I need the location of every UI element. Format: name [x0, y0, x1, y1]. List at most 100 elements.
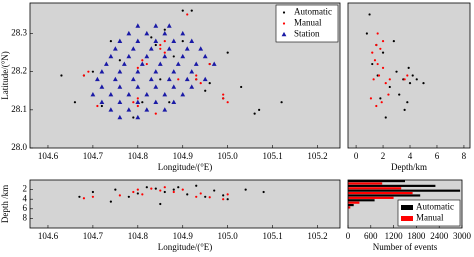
event-dot: [181, 188, 184, 191]
x-tick-label: 8: [462, 151, 467, 161]
station-marker: [117, 99, 123, 105]
station-marker: [153, 84, 159, 89]
event-dot: [118, 59, 121, 62]
station-marker: [130, 46, 136, 51]
event-dot: [78, 195, 81, 198]
station-marker: [103, 61, 109, 66]
event-dot: [195, 78, 198, 81]
event-dot: [159, 202, 162, 206]
event-dot: [372, 78, 375, 81]
event-dot: [96, 104, 99, 108]
panel: 104.6 104.7 104.8 104.9 105.0 105.1 105.2 28.0 2…: [0, 2, 341, 172]
station-marker: [175, 61, 181, 66]
station-marker: [117, 114, 123, 120]
station-marker: [135, 84, 141, 89]
event-dot: [168, 101, 171, 104]
station-marker: [99, 69, 105, 74]
event-dot: [226, 193, 229, 196]
event-dot: [408, 82, 412, 85]
x-tick-label: 4: [408, 151, 413, 161]
event-dot: [379, 47, 382, 50]
y-axis-label: Depth /km: [0, 185, 10, 223]
legend-box: [397, 199, 461, 227]
panel: 0 2 4 6 8 Depth/km: [347, 2, 471, 172]
station-marker: [139, 61, 145, 66]
event-dot: [154, 187, 157, 190]
event-dot: [380, 101, 383, 104]
x-tick-label: 0: [354, 151, 359, 161]
x-axis-label: Longitude/(°E): [158, 242, 213, 252]
plot-frame: [29, 179, 341, 229]
event-dot: [381, 66, 385, 69]
station-marker: [126, 53, 132, 59]
event-dot: [226, 51, 229, 54]
y-tick-label: 28.0: [11, 142, 27, 152]
event-dot: [100, 104, 103, 108]
event-dot: [262, 190, 265, 194]
x-tick-label: 0: [346, 231, 351, 241]
x-tick-label: 104.9: [173, 231, 194, 241]
event-dot: [82, 197, 86, 200]
event-dot: [376, 62, 379, 66]
event-dot: [208, 62, 211, 66]
event-dot: [403, 108, 406, 111]
event-dot: [222, 194, 225, 197]
station-marker: [117, 38, 123, 43]
station-marker: [166, 76, 172, 82]
station-marker: [171, 84, 177, 89]
station-marker: [135, 99, 141, 105]
station-marker: [193, 61, 199, 66]
event-dot: [145, 186, 148, 189]
station-marker: [162, 53, 168, 59]
station-marker: [153, 38, 159, 43]
event-dot: [415, 78, 418, 81]
x-tick-label: 2: [381, 151, 386, 161]
event-dot: [159, 78, 162, 81]
event-dot: [282, 11, 286, 14]
station-marker: [126, 107, 132, 112]
plot-frame: [347, 179, 463, 229]
event-dot: [369, 97, 373, 100]
station-marker: [189, 84, 195, 89]
event-dot: [159, 43, 162, 47]
event-dot: [376, 32, 379, 35]
histogram-bar: [348, 196, 394, 199]
event-dot: [154, 43, 157, 47]
event-dot: [141, 101, 144, 104]
station-marker: [166, 46, 172, 51]
legend-label: Manual: [416, 213, 444, 223]
station-marker: [112, 76, 118, 82]
event-dot: [373, 59, 377, 62]
event-dot: [141, 59, 144, 62]
x-tick-label: 600: [364, 231, 378, 241]
event-dot: [163, 28, 166, 31]
event-dot: [280, 101, 283, 104]
x-tick-label: 104.7: [83, 231, 104, 241]
station-marker: [99, 84, 105, 89]
event-dot: [150, 36, 153, 39]
event-dot: [384, 82, 387, 85]
event-dot: [226, 198, 229, 201]
event-dot: [395, 70, 398, 73]
event-dot: [222, 97, 225, 100]
event-dot: [208, 82, 211, 85]
station-marker: [121, 61, 127, 66]
histogram-bar: [348, 187, 402, 190]
histogram-bar: [348, 192, 413, 195]
x-tick-label: 104.6: [38, 231, 59, 241]
station-marker: [112, 46, 118, 51]
plot-area: [348, 3, 470, 148]
x-tick-label: 6: [435, 151, 440, 161]
x-tick-label: 104.8: [128, 151, 149, 161]
event-dot: [159, 47, 162, 50]
event-dot: [186, 13, 189, 16]
station-marker: [135, 114, 141, 120]
event-dot: [136, 97, 139, 100]
event-dot: [195, 184, 198, 187]
station-marker: [180, 53, 186, 59]
legend-label: Automatic: [294, 7, 332, 17]
event-dot: [199, 82, 202, 85]
x-axis-label: Number of events: [373, 242, 438, 252]
histogram-bar: [348, 199, 375, 202]
